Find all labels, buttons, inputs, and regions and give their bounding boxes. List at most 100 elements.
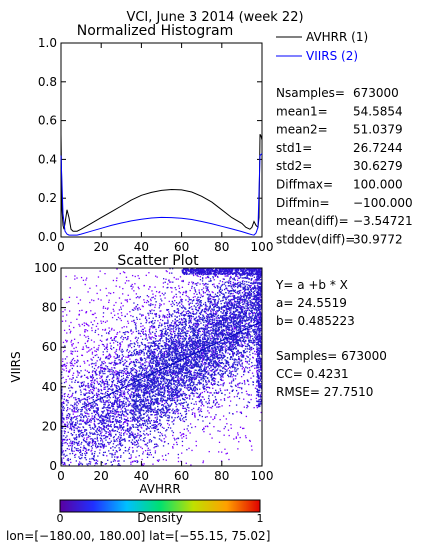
scatter-point [210, 349, 212, 351]
scatter-point [232, 353, 235, 355]
scatter-point [246, 293, 248, 295]
scatter-point [115, 450, 117, 452]
scatter-point [126, 280, 128, 282]
scatter-point [112, 408, 114, 410]
scatter-point [207, 275, 209, 277]
scatter-point [173, 379, 175, 382]
scatter-point [251, 361, 253, 364]
scatter-point [69, 444, 71, 447]
scatter-point [209, 318, 211, 321]
scatter-point [124, 432, 126, 434]
scatter-point [84, 388, 86, 390]
scatter-point [241, 391, 243, 394]
scatter-point [95, 443, 97, 445]
scatter-point [213, 318, 216, 320]
scatter-point [216, 363, 219, 366]
scatter-point [131, 394, 133, 396]
scatter-point [116, 318, 118, 321]
scatter-point [142, 420, 144, 422]
scatter-point [126, 428, 129, 430]
scatter-point [188, 394, 190, 396]
scatter-point [139, 384, 142, 387]
scatter-point [110, 424, 112, 426]
scatter-point [206, 288, 208, 291]
scatter-point [251, 305, 253, 307]
scatter-point [110, 362, 112, 365]
scatter-point [205, 384, 207, 386]
scatter-point [89, 441, 91, 443]
scatter-point [177, 453, 179, 456]
scatter-point [120, 350, 122, 352]
scatter-point [78, 385, 81, 387]
scatter-point [220, 366, 222, 368]
scatter-point [116, 370, 118, 373]
scatter-point [259, 314, 262, 317]
scatter-point [199, 388, 201, 390]
scatter-point [198, 329, 200, 331]
scatter-point [247, 371, 249, 373]
scatter-point [110, 402, 113, 405]
scatter-point [138, 297, 140, 299]
scatter-point [96, 431, 98, 433]
stat-value: 54.5854 [353, 104, 403, 118]
scatter-point [222, 332, 224, 334]
scatter-point [203, 331, 205, 333]
scatter-point [225, 328, 227, 330]
scatter-point [130, 378, 132, 380]
scatter-point [243, 427, 245, 430]
scatter-point [223, 367, 226, 369]
scatter-point [188, 447, 190, 450]
scatter-point [218, 403, 220, 406]
scatter-point [100, 440, 102, 442]
scatter-point [116, 376, 118, 378]
scatter-point [188, 410, 190, 412]
scatter-point [134, 283, 136, 285]
scatter-point [195, 358, 198, 361]
scatter-point [198, 340, 200, 342]
scatter-point [163, 323, 166, 325]
scatter-point [148, 322, 150, 324]
scatter-point [177, 415, 180, 418]
scatter-point [237, 270, 240, 272]
scatter-point [248, 298, 250, 300]
scatter-point [239, 300, 242, 302]
scatter-point [120, 312, 123, 314]
scatter-point [238, 359, 241, 361]
scatter-point [242, 277, 245, 279]
scatter-point [193, 337, 195, 340]
scatter-point [98, 366, 100, 368]
scatter-point [129, 395, 131, 397]
scatter-point [82, 426, 84, 428]
scatter-point [166, 333, 168, 335]
scatter-point [113, 423, 116, 426]
scatter-point [259, 322, 262, 324]
scatter-point [106, 390, 108, 392]
scatter-point [219, 430, 221, 432]
scatter-point [109, 347, 112, 349]
scatter-point [211, 301, 213, 304]
scatter-point [154, 306, 156, 309]
scatter-point [129, 426, 131, 428]
scatter-point [133, 368, 135, 370]
scatter-point [104, 396, 106, 398]
scatter-point [156, 344, 158, 346]
scatter-point [143, 284, 146, 287]
scatter-point [199, 330, 201, 333]
scatter-point [62, 341, 65, 344]
scatter-point [241, 321, 243, 323]
scatter-point [102, 444, 104, 446]
scatter-point [197, 282, 199, 284]
scatter-point [95, 325, 98, 328]
scatter-point [215, 274, 217, 277]
scatter-point [74, 411, 76, 413]
scatter-point [252, 342, 254, 345]
scatter-point [180, 404, 182, 406]
scatter-point [166, 356, 168, 358]
scatter-point [81, 381, 84, 384]
scatter-point [111, 456, 113, 458]
scatter-point [62, 365, 64, 367]
scatter-point [144, 383, 147, 386]
scatter-point [243, 380, 246, 382]
scatter-point [170, 351, 173, 353]
scatter-point [198, 317, 201, 319]
